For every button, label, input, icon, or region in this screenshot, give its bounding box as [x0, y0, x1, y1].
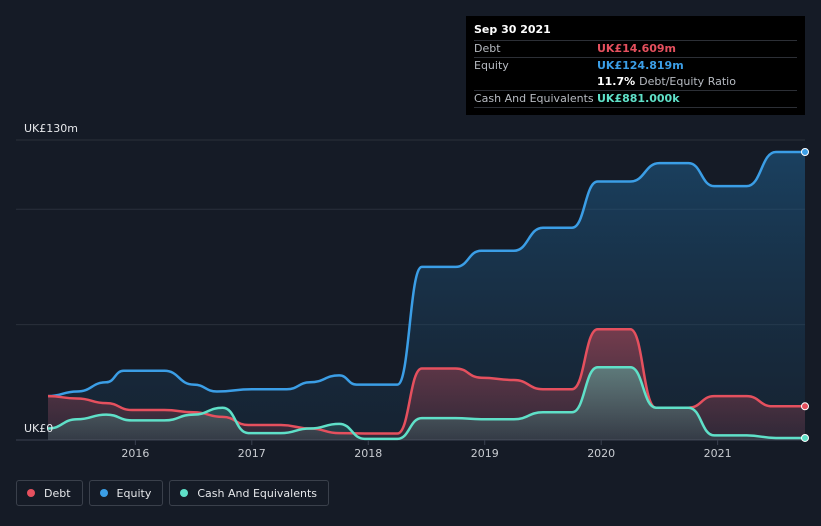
- x-tick-label: 2017: [238, 447, 266, 460]
- legend-item-debt[interactable]: Debt: [16, 480, 83, 506]
- y-axis-top-label: UK£130m: [24, 122, 78, 135]
- y-axis-bottom-label: UK£0: [24, 422, 53, 435]
- series-areas: [48, 152, 805, 440]
- legend-label-equity: Equity: [116, 486, 152, 500]
- equity-line: [47, 150, 805, 398]
- equity-dot-icon: [99, 489, 108, 497]
- series-lines: [47, 150, 805, 441]
- tooltip-ratio-value: 11.7%: [597, 75, 636, 88]
- cash-area: [48, 367, 805, 440]
- cash-dot-icon: [180, 489, 189, 497]
- legend-label-debt: Debt: [44, 486, 71, 500]
- x-tick-label: 2018: [354, 447, 382, 460]
- series-endpoints: [801, 148, 809, 442]
- tooltip-debt-value: UK£14.609m: [597, 42, 677, 55]
- tooltip-debt-label: Debt: [474, 42, 501, 55]
- tooltip-date: Sep 30 2021: [474, 23, 551, 36]
- tooltip-equity-value: UK£124.819m: [597, 59, 684, 72]
- legend: Debt Equity Cash And Equivalents: [16, 480, 329, 506]
- cash-endpoint: [801, 433, 809, 442]
- tooltip-equity-label: Equity: [474, 59, 509, 72]
- tooltip-cash-value: UK£881.000k: [597, 92, 680, 105]
- debt-dot-icon: [27, 489, 35, 497]
- debt-endpoint: [801, 402, 809, 411]
- x-tick-label: 2016: [121, 447, 149, 460]
- legend-label-cash: Cash And Equivalents: [197, 486, 317, 500]
- tooltip-row-cash: Cash And Equivalents UK£881.000k: [474, 90, 797, 108]
- tooltip-row-debt: Debt UK£14.609m: [474, 40, 797, 57]
- x-tick-label: 2020: [587, 447, 615, 460]
- equity-endpoint: [801, 148, 809, 156]
- x-axis-ticks: 2016 2017 2018 2019 2020 2021: [121, 440, 732, 460]
- tooltip-ratio-label: Debt/Equity Ratio: [639, 75, 736, 88]
- legend-item-equity[interactable]: Equity: [88, 480, 164, 506]
- legend-item-cash[interactable]: Cash And Equivalents: [169, 480, 329, 506]
- tooltip-row-ratio: 11.7% Debt/Equity Ratio: [474, 74, 797, 90]
- tooltip-cash-label: Cash And Equivalents: [474, 92, 594, 105]
- x-tick-label: 2019: [471, 447, 499, 460]
- cash-line: [47, 366, 805, 441]
- tooltip: Sep 30 2021 Debt UK£14.609m Equity UK£12…: [466, 16, 805, 115]
- x-tick-label: 2021: [704, 447, 732, 460]
- tooltip-row-equity: Equity UK£124.819m: [474, 57, 797, 74]
